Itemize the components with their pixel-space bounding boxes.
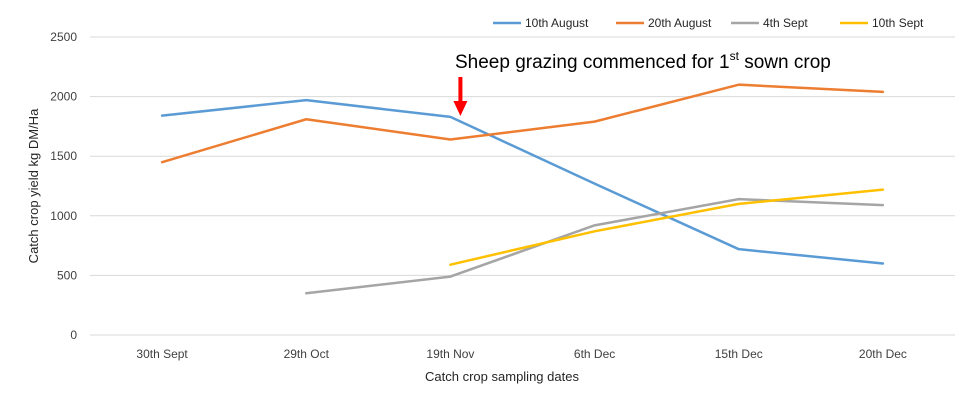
series-line <box>305 197 885 295</box>
annotation-tail: sown crop <box>739 52 831 73</box>
y-tick-label: 2000 <box>50 90 77 104</box>
legend-label: 10th August <box>525 16 589 30</box>
series-line <box>160 98 885 265</box>
arrow-head <box>453 101 468 116</box>
legend-label: 20th August <box>648 16 712 30</box>
x-axis-ticks: 30th Sept 29th Oct 19th Nov 6th Dec 15th Dec… <box>136 347 907 361</box>
annotation-main: Sheep grazing commenced for 1 <box>455 52 730 73</box>
y-tick-label: 1000 <box>50 209 77 223</box>
x-tick-label: 20th Dec <box>859 347 907 361</box>
y-tick-label: 1500 <box>50 149 77 163</box>
legend: 10th August 20th August 4th Sept 10th Sept <box>493 16 924 30</box>
y-tick-label: 0 <box>70 328 77 342</box>
series-line <box>449 188 885 266</box>
annotation-superscript: st <box>730 49 740 63</box>
y-axis-title: Catch crop yield kg DM/Ha <box>26 108 41 263</box>
x-tick-label: 6th Dec <box>574 347 615 361</box>
legend-label: 10th Sept <box>872 16 924 30</box>
annotation-arrow-icon <box>453 77 468 116</box>
x-tick-label: 30th Sept <box>136 347 188 361</box>
gridlines <box>90 36 955 336</box>
series-line <box>160 83 885 164</box>
y-tick-label: 500 <box>57 268 77 282</box>
annotation-text: Sheep grazing commenced for 1st sown cro… <box>455 49 831 73</box>
series-lines <box>160 83 885 295</box>
x-tick-label: 29th Oct <box>284 347 330 361</box>
x-tick-label: 15th Dec <box>715 347 763 361</box>
y-tick-label: 2500 <box>50 30 77 44</box>
x-axis-title: Catch crop sampling dates <box>425 369 579 384</box>
x-tick-label: 19th Nov <box>426 347 474 361</box>
y-axis-ticks: 0 500 1000 1500 2000 2500 <box>50 30 77 342</box>
legend-label: 4th Sept <box>763 16 808 30</box>
